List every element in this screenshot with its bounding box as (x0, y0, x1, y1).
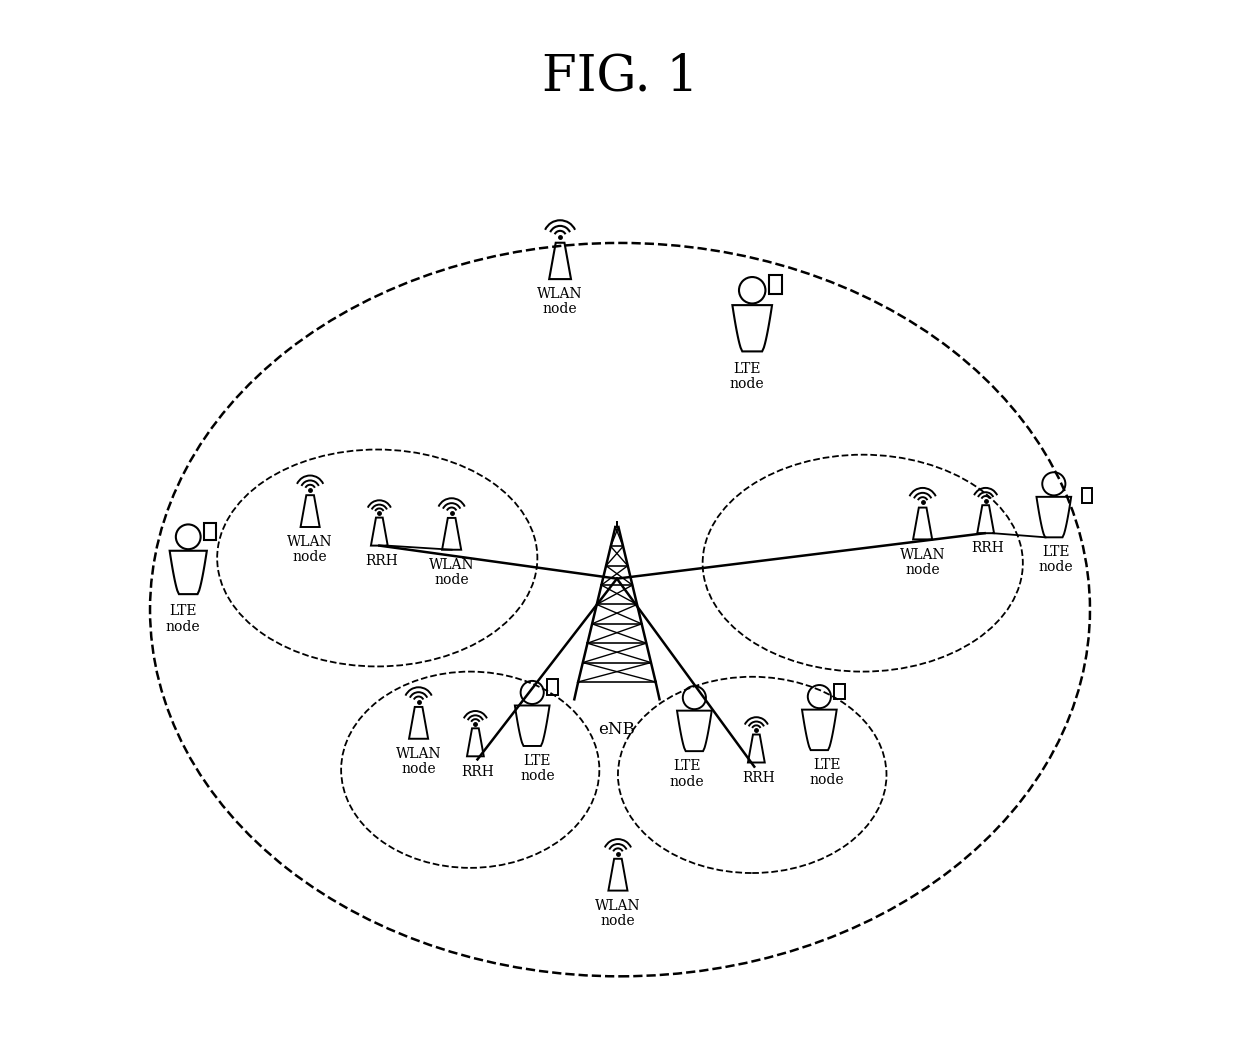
Text: LTE
node: LTE node (729, 362, 764, 391)
Text: WLAN
node: WLAN node (396, 747, 441, 776)
Text: LTE
node: LTE node (1039, 545, 1073, 573)
Text: RRH: RRH (461, 764, 494, 779)
Text: LTE
node: LTE node (810, 759, 844, 787)
Text: FIG. 1: FIG. 1 (542, 52, 698, 101)
Text: WLAN
node: WLAN node (429, 558, 475, 587)
Text: LTE
node: LTE node (670, 759, 704, 788)
Text: eNB: eNB (599, 721, 635, 738)
Text: WLAN
node: WLAN node (900, 548, 945, 577)
Text: WLAN
node: WLAN node (537, 288, 583, 316)
Text: RRH: RRH (971, 542, 1004, 555)
Text: WLAN
node: WLAN node (288, 535, 332, 564)
Text: RRH: RRH (742, 770, 775, 785)
Text: LTE
node: LTE node (520, 755, 554, 783)
Text: WLAN
node: WLAN node (595, 899, 641, 928)
Text: LTE
node: LTE node (166, 604, 201, 633)
Text: RRH: RRH (365, 553, 398, 568)
